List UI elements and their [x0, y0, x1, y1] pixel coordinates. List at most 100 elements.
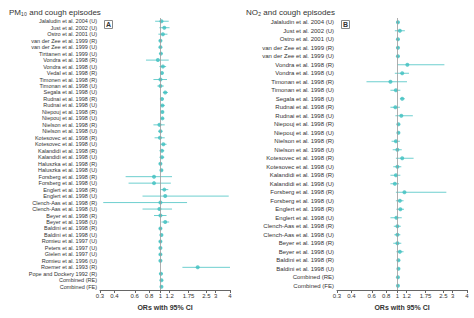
svg-text:Haluszka et al. 1998 (R): Haluszka et al. 1998 (R) [38, 161, 97, 167]
svg-text:Gielen et al. 1997 (U): Gielen et al. 1997 (U) [45, 251, 97, 257]
svg-text:Combined (RE): Combined (RE) [59, 277, 97, 283]
svg-text:Vondra et al. 1998 (R): Vondra et al. 1998 (R) [43, 57, 97, 63]
svg-text:Niepouj et al. 1998 (U): Niepouj et al. 1998 (U) [274, 130, 334, 136]
svg-text:Forsberg et al. 1998 (U): Forsberg et al. 1998 (U) [39, 180, 98, 186]
svg-text:4: 4 [465, 293, 469, 299]
svg-text:Beyer et al. 1998 (U): Beyer et al. 1998 (U) [279, 249, 334, 255]
svg-text:Clench-Aas et al. 1998 (U): Clench-Aas et al. 1998 (U) [32, 206, 97, 212]
svg-text:Kalandidi et al. 1998 (R): Kalandidi et al. 1998 (R) [38, 148, 97, 154]
svg-text:ORs with 95% CI: ORs with 95% CI [374, 304, 429, 311]
svg-text:0.4: 0.4 [110, 293, 119, 299]
svg-text:Jalaludin et al. 2004 (U): Jalaludin et al. 2004 (U) [271, 19, 334, 25]
svg-text:2.5: 2.5 [202, 293, 211, 299]
svg-text:Romieu et al. 1996 (U): Romieu et al. 1996 (U) [42, 258, 97, 264]
svg-text:Englert et al. 1998 (U): Englert et al. 1998 (U) [275, 215, 334, 221]
svg-text:Just et al. 2002 (U): Just et al. 2002 (U) [283, 28, 334, 34]
svg-text:Niepouj et al. 1998 (R): Niepouj et al. 1998 (R) [42, 109, 97, 115]
svg-text:Englert et al. 1998 (R): Englert et al. 1998 (R) [43, 187, 97, 193]
svg-text:Combined (FE): Combined (FE) [60, 284, 97, 290]
svg-text:Pope and Dockery 1992 (R): Pope and Dockery 1992 (R) [29, 271, 97, 277]
svg-text:1: 1 [396, 293, 400, 299]
svg-text:0.8: 0.8 [382, 293, 391, 299]
svg-text:Just et al. 2002 (U): Just et al. 2002 (U) [51, 25, 98, 31]
svg-text:Clench-Aas et al. 1998 (R): Clench-Aas et al. 1998 (R) [263, 223, 334, 229]
svg-text:Combined (RE): Combined (RE) [293, 274, 334, 280]
svg-text:1.75: 1.75 [183, 293, 195, 299]
svg-text:Kalandidi et al. 1998 (U): Kalandidi et al. 1998 (U) [38, 154, 97, 160]
svg-text:1: 1 [159, 293, 163, 299]
svg-text:Jalaludin et al. 2004 (U): Jalaludin et al. 2004 (U) [39, 18, 97, 24]
svg-text:Beyer et al. 1998 (R): Beyer et al. 1998 (R) [279, 240, 334, 246]
svg-text:Englert et al. 1998 (U): Englert et al. 1998 (U) [43, 193, 97, 199]
svg-text:Timonan et al. 1998 (U): Timonan et al. 1998 (U) [39, 83, 97, 89]
svg-text:van der Zee et al. 1999 (U): van der Zee et al. 1999 (U) [262, 53, 334, 59]
svg-text:Ostro et al. 2001 (U): Ostro et al. 2001 (U) [280, 36, 334, 42]
svg-text:Beyer et al. 1998 (R): Beyer et al. 1998 (R) [46, 213, 97, 219]
svg-text:Rudnai et al. 1998 (R): Rudnai et al. 1998 (R) [275, 104, 334, 110]
svg-text:Segala et al. 1998 (U): Segala et al. 1998 (U) [43, 89, 97, 95]
svg-text:0.6: 0.6 [131, 293, 140, 299]
svg-text:Timonan et al. 1998 (R): Timonan et al. 1998 (R) [271, 79, 334, 85]
svg-text:Nielson et al. 1998 (R): Nielson et al. 1998 (R) [274, 138, 334, 144]
svg-text:Romieu et al. 1997 (U): Romieu et al. 1997 (U) [42, 238, 97, 244]
svg-text:Timonen et al. 1998 (R): Timonen et al. 1998 (R) [39, 77, 97, 83]
svg-text:3: 3 [214, 293, 218, 299]
svg-text:Baldini et al. 1998 (R): Baldini et al. 1998 (R) [44, 225, 97, 231]
svg-text:van der Zee et al. 1999 (R): van der Zee et al. 1999 (R) [262, 45, 334, 51]
svg-text:2.5: 2.5 [439, 293, 448, 299]
svg-text:Nielson et al. 1998 (U): Nielson et al. 1998 (U) [274, 147, 334, 153]
svg-text:0.4: 0.4 [347, 293, 356, 299]
svg-text:Peters et al. 1997 (U): Peters et al. 1997 (U) [45, 245, 97, 251]
svg-text:Kalandidi et al. 1998 (U): Kalandidi et al. 1998 (U) [270, 181, 334, 187]
svg-text:3: 3 [451, 293, 455, 299]
svg-text:Niepouj et al. 1998 (U): Niepouj et al. 1998 (U) [42, 115, 97, 121]
svg-text:Vondra et al. 1998 (U): Vondra et al. 1998 (U) [43, 64, 97, 70]
svg-text:0.3: 0.3 [333, 293, 342, 299]
svg-text:Forsberg et al. 1998 (R): Forsberg et al. 1998 (R) [270, 189, 334, 195]
svg-text:Kotesovec et al. 1998 (R): Kotesovec et al. 1998 (R) [266, 155, 334, 161]
svg-text:Roemer et al. 1993 (R): Roemer et al. 1993 (R) [41, 264, 97, 270]
svg-text:Kalandidi et al. 1998 (R): Kalandidi et al. 1998 (R) [270, 172, 334, 178]
svg-text:Ostro et al. 2001 (U): Ostro et al. 2001 (U) [47, 31, 97, 37]
svg-text:A: A [106, 21, 111, 28]
svg-text:Niepouj et al. 1998 (R): Niepouj et al. 1998 (R) [274, 121, 334, 127]
svg-text:4: 4 [228, 293, 232, 299]
svg-text:Kotesovec et al. 1998 (U): Kotesovec et al. 1998 (U) [35, 141, 97, 147]
svg-text:0.6: 0.6 [368, 293, 377, 299]
svg-text:NO₂ and cough episodes: NO₂ and cough episodes [246, 8, 335, 17]
svg-text:Combined (FE): Combined (FE) [293, 283, 334, 289]
svg-text:0.3: 0.3 [96, 293, 105, 299]
svg-text:Beyer et al. 1998 (U): Beyer et al. 1998 (U) [46, 219, 97, 225]
svg-text:Baldini et al. 1998 (U): Baldini et al. 1998 (U) [44, 232, 97, 238]
svg-text:0.8: 0.8 [145, 293, 154, 299]
svg-text:Clench-Aas et al. 1998 (U): Clench-Aas et al. 1998 (U) [263, 232, 334, 238]
svg-text:Kotesovec et al. 1998 (R): Kotesovec et al. 1998 (R) [35, 135, 97, 141]
svg-text:Segala et al. 1998 (U): Segala et al. 1998 (U) [276, 96, 334, 102]
svg-text:1.2: 1.2 [165, 293, 174, 299]
svg-text:Clench-Aas et al. 1998 (R): Clench-Aas et al. 1998 (R) [32, 200, 97, 206]
svg-text:Baldini et al. 1998 (R): Baldini et al. 1998 (R) [276, 257, 334, 263]
svg-text:Englert et al. 1998 (R): Englert et al. 1998 (R) [275, 206, 334, 212]
svg-text:van der Zee et al. 1999 (U): van der Zee et al. 1999 (U) [31, 44, 97, 50]
svg-text:Forsberg et al. 1998 (R): Forsberg et al. 1998 (R) [39, 174, 98, 180]
svg-text:Forsberg et al. 1998 (U): Forsberg et al. 1998 (U) [270, 198, 334, 204]
svg-text:1.2: 1.2 [402, 293, 411, 299]
svg-text:Timonan et al. 1998 (U): Timonan et al. 1998 (U) [271, 87, 334, 93]
svg-text:B: B [343, 21, 348, 28]
svg-text:Tirttanen et al. 1999 (U): Tirttanen et al. 1999 (U) [39, 51, 97, 57]
svg-text:ORs with 95% CI: ORs with 95% CI [137, 304, 192, 311]
svg-text:Nielson et al. 1998 (U): Nielson et al. 1998 (U) [42, 128, 97, 134]
svg-text:van der Zee et al. 1999 (R): van der Zee et al. 1999 (R) [31, 38, 97, 44]
svg-text:Nielson et al. 1998 (R): Nielson et al. 1998 (R) [42, 122, 97, 128]
svg-text:Rudnai et al. 1998 (U): Rudnai et al. 1998 (U) [43, 102, 97, 108]
svg-text:Kotesovec et al. 1998 (U): Kotesovec et al. 1998 (U) [266, 164, 334, 170]
svg-text:Baldini et al. 1998 (U): Baldini et al. 1998 (U) [276, 266, 334, 272]
svg-text:Vedal et al. 1998 (R): Vedal et al. 1998 (R) [47, 70, 97, 76]
svg-text:Vondra et al. 1998 (U): Vondra et al. 1998 (U) [275, 70, 334, 76]
svg-text:Rudnai et al. 1998 (U): Rudnai et al. 1998 (U) [275, 113, 334, 119]
svg-text:1.75: 1.75 [420, 293, 432, 299]
svg-text:Rudnai et al. 1998 (R): Rudnai et al. 1998 (R) [43, 96, 97, 102]
svg-text:PM₁₀ and cough episodes: PM₁₀ and cough episodes [9, 8, 101, 17]
svg-text:Vondra et al. 1998 (R): Vondra et al. 1998 (R) [275, 62, 334, 68]
svg-text:Haluszka et al. 1998 (U): Haluszka et al. 1998 (U) [38, 167, 97, 173]
